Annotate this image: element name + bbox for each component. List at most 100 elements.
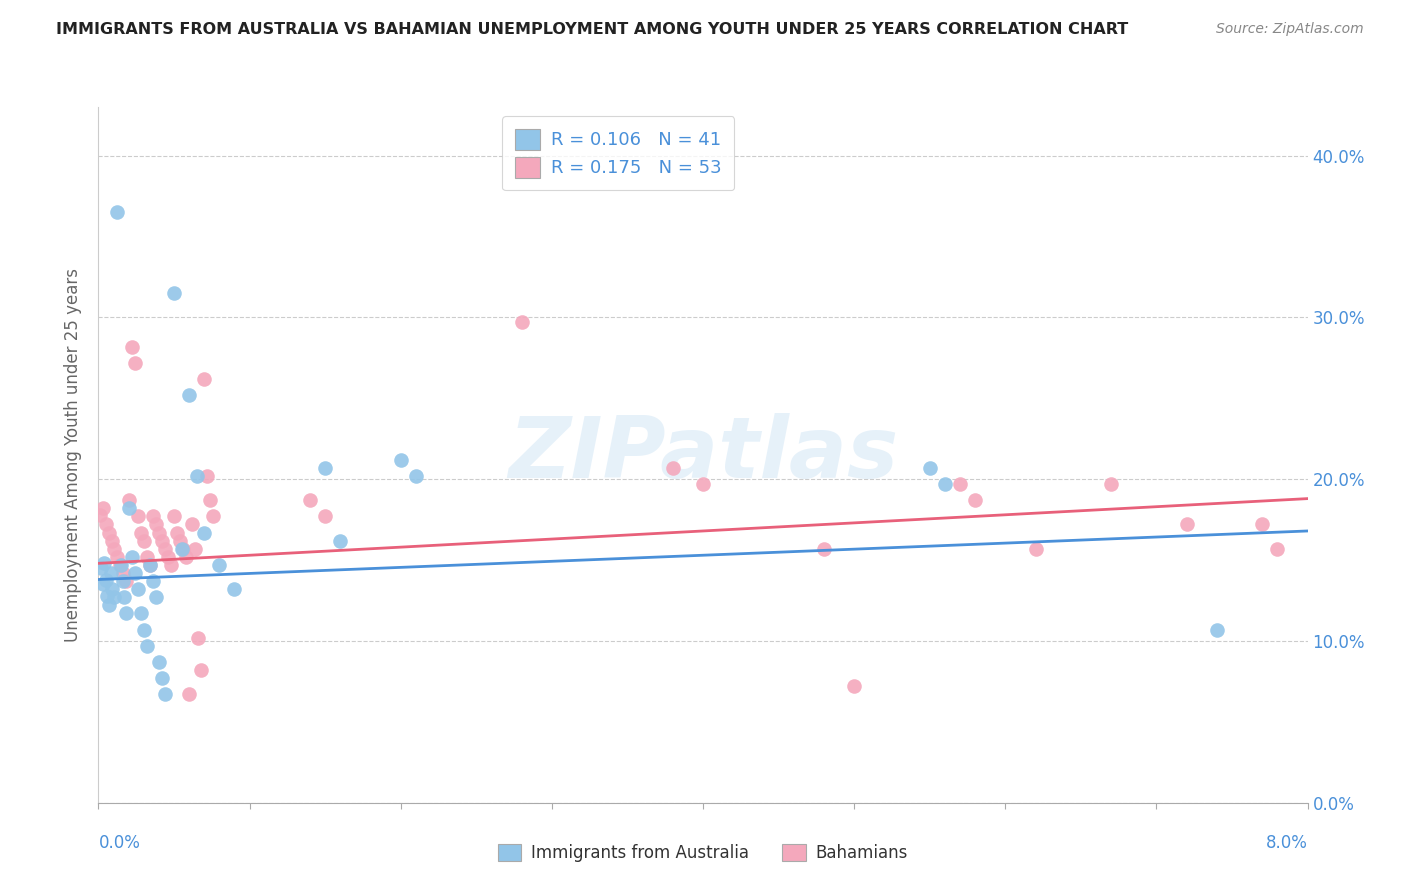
Point [100,566,122,580]
Point [187,631,209,645]
Point [129,525,152,540]
Point [139,558,162,572]
Text: ZIPatlas: ZIPatlas [508,413,898,497]
Point [844,679,866,693]
Legend: Immigrants from Australia, Bahamians: Immigrants from Australia, Bahamians [489,836,917,871]
Point [160,558,183,572]
Point [1267,541,1289,556]
Text: 8.0%: 8.0% [1265,834,1308,852]
Text: IMMIGRANTS FROM AUSTRALIA VS BAHAMIAN UNEMPLOYMENT AMONG YOUTH UNDER 25 YEARS CO: IMMIGRANTS FROM AUSTRALIA VS BAHAMIAN UN… [56,22,1129,37]
Point [91,577,114,591]
Point [93,557,115,571]
Point [101,582,124,597]
Point [148,525,170,540]
Point [163,509,186,524]
Point [139,558,162,572]
Point [314,461,336,475]
Legend: R = 0.106   N = 41, R = 0.175   N = 53: R = 0.106 N = 41, R = 0.175 N = 53 [502,116,734,190]
Point [1175,517,1198,532]
Point [329,533,352,548]
Point [135,549,157,564]
Point [91,501,114,516]
Point [142,509,165,524]
Point [114,607,136,621]
Point [98,599,121,613]
Point [111,566,134,580]
Point [193,525,215,540]
Point [1251,517,1274,532]
Point [179,388,201,402]
Point [163,286,186,301]
Point [224,582,246,597]
Point [112,591,135,605]
Point [150,533,173,548]
Point [132,533,155,548]
Point [145,517,167,532]
Point [510,315,533,329]
Point [127,582,149,597]
Point [1025,541,1047,556]
Point [103,591,125,605]
Point [174,549,197,564]
Point [127,509,149,524]
Point [389,452,412,467]
Point [153,687,176,701]
Point [405,469,427,483]
Point [965,493,987,508]
Text: Source: ZipAtlas.com: Source: ZipAtlas.com [1216,22,1364,37]
Point [202,509,225,524]
Point [118,501,141,516]
Point [153,541,176,556]
Point [692,477,714,491]
Point [145,591,167,605]
Point [314,509,336,524]
Point [949,477,972,491]
Point [193,372,215,386]
Point [195,469,218,483]
Point [184,541,207,556]
Point [166,525,188,540]
Point [1099,477,1122,491]
Y-axis label: Unemployment Among Youth under 25 years: Unemployment Among Youth under 25 years [65,268,83,642]
Point [208,558,231,572]
Point [150,671,173,685]
Point [94,573,117,587]
Point [118,493,141,508]
Point [179,687,201,701]
Point [156,549,179,564]
Point [121,339,143,353]
Point [114,574,136,588]
Point [813,541,835,556]
Point [299,493,322,508]
Point [110,558,132,572]
Point [190,663,212,677]
Point [105,549,128,564]
Point [170,541,193,556]
Point [918,461,941,475]
Point [101,533,124,548]
Point [124,566,146,580]
Point [1206,623,1229,637]
Point [934,477,956,491]
Text: 0.0%: 0.0% [98,834,141,852]
Point [135,639,157,653]
Point [103,541,125,556]
Point [96,589,118,603]
Point [132,623,155,637]
Point [169,533,191,548]
Point [129,607,152,621]
Point [89,508,111,522]
Point [94,517,117,532]
Point [111,574,134,588]
Point [662,461,685,475]
Point [98,525,121,540]
Point [142,574,165,588]
Point [108,558,131,572]
Point [200,493,222,508]
Point [121,549,143,564]
Point [90,561,112,575]
Point [186,469,208,483]
Point [181,517,204,532]
Point [172,541,194,556]
Point [105,205,128,219]
